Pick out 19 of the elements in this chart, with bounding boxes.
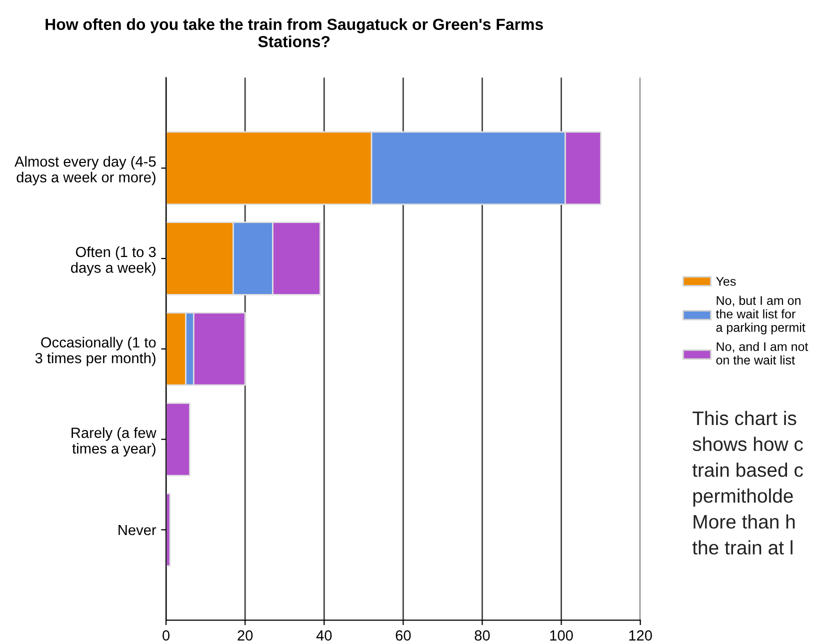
x-tick-label: 20: [238, 630, 253, 641]
y-tick-label: Occasionally (1 to 3 times per month): [35, 336, 156, 366]
bar: [166, 402, 190, 476]
x-tick-label: 100: [550, 630, 573, 641]
x-tick-label: 0: [162, 630, 170, 641]
legend-label: No, and I am not on the wait list: [716, 342, 808, 365]
y-tick-label: Often (1 to 3 days a week): [71, 246, 156, 276]
bar: [166, 492, 171, 567]
x-tick-label: 120: [629, 630, 652, 641]
x-tick-label: 60: [396, 630, 411, 641]
y-tick-label: Never: [118, 525, 156, 536]
x-tick-label: 40: [316, 630, 332, 641]
y-tick-label: Rarely (a few times a year): [72, 427, 156, 457]
legend-label: Yes: [716, 277, 736, 286]
chart-title: How often do you take the train from Saugatuck or Green's Farms Stations?: [46, 18, 543, 48]
text: This chart is shows how c train based c permitholde More than h the train at l: [692, 410, 803, 555]
y-tick-label: Almost every day (4-5 days a week or more): [14, 156, 156, 186]
x-tick-label: 80: [474, 630, 490, 641]
legend-label: No, but I am on the wait list for a parking permit: [716, 296, 806, 334]
